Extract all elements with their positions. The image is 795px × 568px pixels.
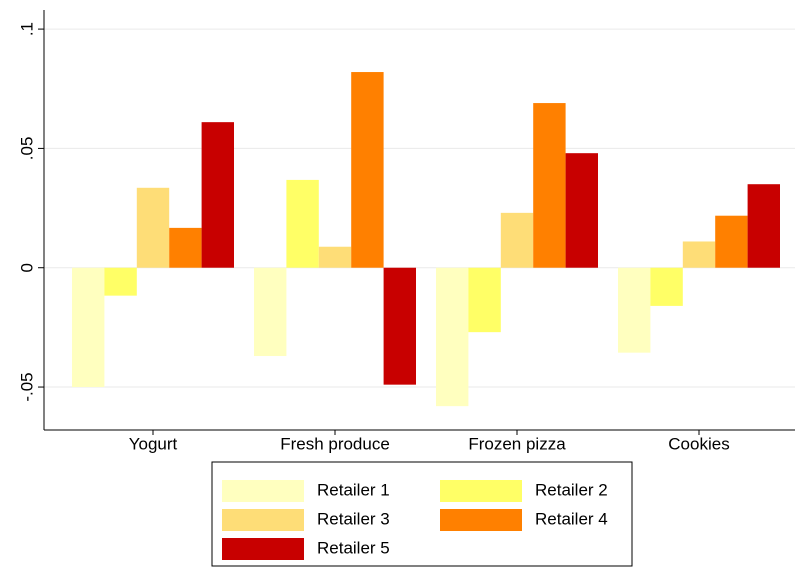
bar	[351, 72, 384, 268]
bar	[715, 215, 748, 268]
bar	[201, 122, 234, 268]
y-tick-label: 0	[17, 263, 36, 272]
bar	[383, 267, 416, 385]
bar	[468, 267, 501, 333]
legend-label: Retailer 1	[317, 480, 390, 499]
legend-label: Retailer 5	[317, 538, 390, 557]
bar	[533, 103, 566, 268]
y-tick-label: -.05	[17, 372, 36, 401]
bar	[72, 267, 105, 388]
bar	[565, 153, 598, 268]
bar	[318, 246, 352, 268]
bar	[650, 267, 683, 306]
legend-label: Retailer 4	[535, 509, 608, 528]
x-tick-label: Frozen pizza	[468, 434, 566, 453]
y-tick-label: .05	[17, 137, 36, 161]
legend-swatch	[440, 509, 522, 531]
bar	[136, 187, 170, 268]
bar	[104, 267, 137, 296]
legend-swatch	[440, 480, 522, 502]
bar	[500, 212, 534, 268]
x-tick-label: Yogurt	[129, 434, 178, 453]
legend-swatch	[222, 509, 304, 531]
x-tick-label: Cookies	[668, 434, 729, 453]
bar	[254, 267, 287, 357]
legend-swatch	[222, 480, 304, 502]
y-tick-label: .1	[17, 22, 36, 36]
bar	[286, 179, 319, 268]
x-tick-label: Fresh produce	[280, 434, 390, 453]
legend-label: Retailer 3	[317, 509, 390, 528]
bar	[618, 267, 651, 353]
legend-swatch	[222, 538, 304, 560]
legend-label: Retailer 2	[535, 480, 608, 499]
bar	[436, 267, 469, 407]
bar	[747, 184, 780, 268]
bar	[682, 241, 716, 268]
bar	[169, 227, 202, 268]
